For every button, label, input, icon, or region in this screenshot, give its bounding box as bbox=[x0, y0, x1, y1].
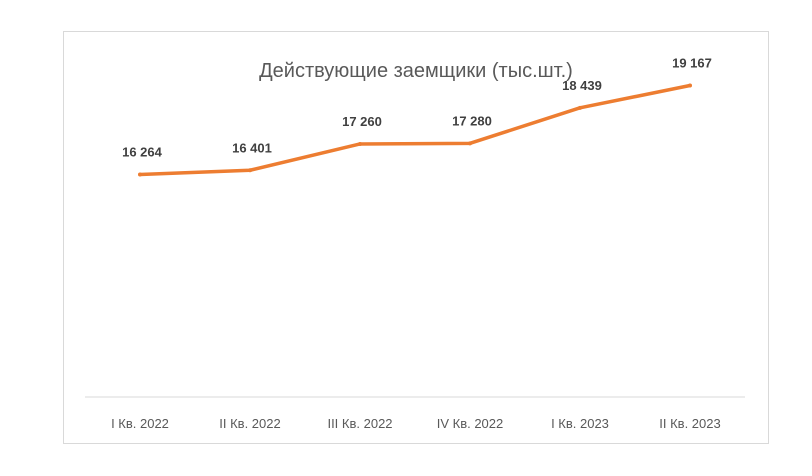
series-line bbox=[138, 83, 692, 177]
data-label: 16 264 bbox=[122, 144, 163, 159]
x-tick-label: III Кв. 2022 bbox=[327, 416, 392, 431]
x-tick-label: I Кв. 2022 bbox=[111, 416, 169, 431]
data-labels: 16 264 16 401 17 260 17 280 18 439 19 167 bbox=[122, 56, 712, 160]
x-tick-label: IV Кв. 2022 bbox=[437, 416, 504, 431]
x-tick-labels: I Кв. 2022 II Кв. 2022 III Кв. 2022 IV Кв. … bbox=[111, 416, 721, 431]
data-point bbox=[688, 83, 692, 88]
x-tick-label: II Кв. 2022 bbox=[219, 416, 280, 431]
chart-frame bbox=[63, 31, 769, 444]
data-point bbox=[138, 172, 142, 177]
chart-title: Действующие заемщики (тыс.шт.) bbox=[259, 60, 573, 82]
data-label: 17 260 bbox=[342, 114, 382, 129]
data-label: 17 280 bbox=[452, 113, 492, 128]
x-tick-label: II Кв. 2023 bbox=[659, 416, 720, 431]
data-point bbox=[468, 141, 472, 146]
data-label: 19 167 bbox=[672, 56, 712, 71]
data-point bbox=[358, 141, 362, 146]
data-label: 16 401 bbox=[232, 140, 272, 155]
x-tick-label: I Кв. 2023 bbox=[551, 416, 609, 431]
data-label: 18 439 bbox=[562, 78, 602, 93]
data-point bbox=[248, 168, 252, 173]
series-layer bbox=[138, 83, 692, 177]
data-point bbox=[578, 105, 582, 110]
